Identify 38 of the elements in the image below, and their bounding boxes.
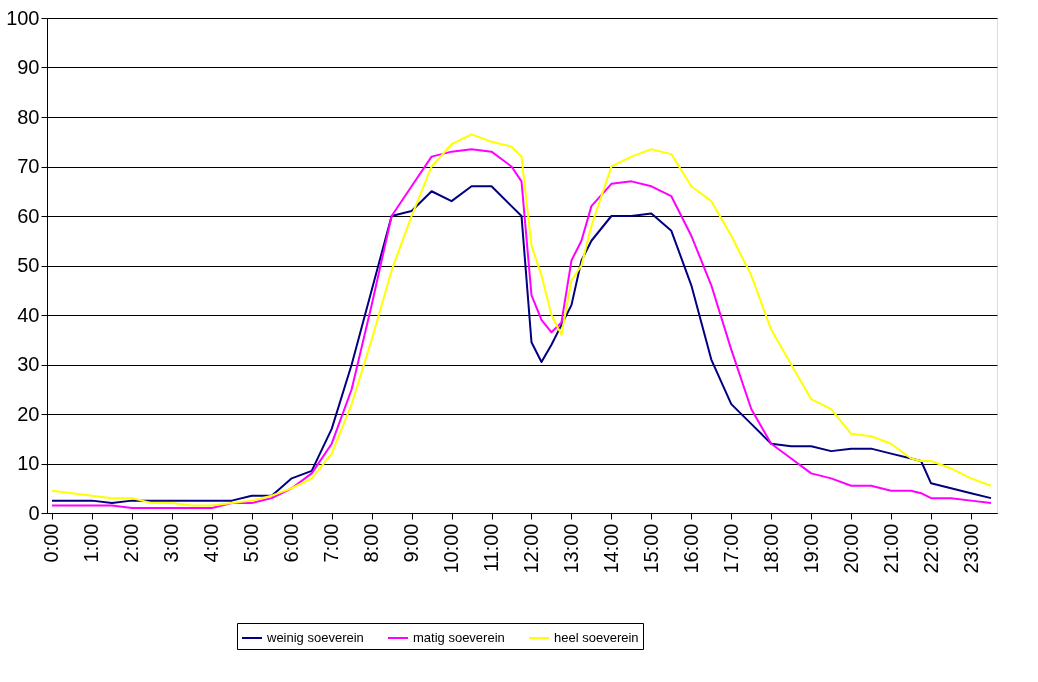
y-tick-label: 90 [17, 56, 40, 78]
x-tick-label: 21:00 [879, 523, 902, 574]
x-tick-label: 3:00 [160, 523, 183, 563]
x-tick-label: 13:00 [559, 523, 582, 574]
x-tick-label: 19:00 [799, 523, 822, 574]
x-tick-label: 7:00 [320, 523, 343, 563]
x-tick-label: 8:00 [360, 523, 383, 563]
x-tick-label: 14:00 [599, 523, 622, 574]
x-tick-label: 15:00 [639, 523, 662, 574]
x-tick-label: 11:00 [480, 523, 503, 573]
x-tick-label: 4:00 [200, 523, 223, 563]
x-tick-label: 16:00 [679, 523, 702, 574]
y-tick-label: 0 [28, 501, 40, 524]
x-tick-label: 23:00 [959, 523, 982, 574]
y-tick-label: 70 [17, 155, 40, 177]
y-tick-label: 100 [6, 6, 40, 29]
x-tick-label: 17:00 [719, 523, 742, 574]
x-tick-label: 5:00 [240, 523, 263, 563]
y-tick-label: 10 [17, 452, 40, 474]
legend-label: weinig soeverein [266, 630, 364, 645]
y-tick-label: 80 [17, 105, 40, 128]
x-tick-label: 0:00 [40, 523, 63, 563]
y-tick-label: 30 [17, 353, 40, 375]
x-tick-label: 22:00 [919, 523, 942, 574]
x-tick-label: 12:00 [519, 523, 542, 574]
x-tick-label: 10:00 [440, 523, 463, 574]
legend-label: heel soeverein [554, 630, 639, 645]
x-tick-label: 2:00 [120, 523, 143, 563]
x-tick-label: 18:00 [759, 523, 782, 574]
y-tick-label: 50 [17, 254, 40, 276]
x-tick-label: 6:00 [280, 523, 303, 563]
x-tick-label: 1:00 [80, 523, 103, 563]
y-tick-label: 20 [17, 402, 40, 425]
y-tick-label: 40 [17, 303, 40, 326]
x-tick-label: 20:00 [839, 523, 862, 574]
y-tick-label: 60 [17, 204, 40, 227]
legend-label: matig soeverein [413, 630, 505, 645]
x-tick-label: 9:00 [400, 523, 423, 563]
